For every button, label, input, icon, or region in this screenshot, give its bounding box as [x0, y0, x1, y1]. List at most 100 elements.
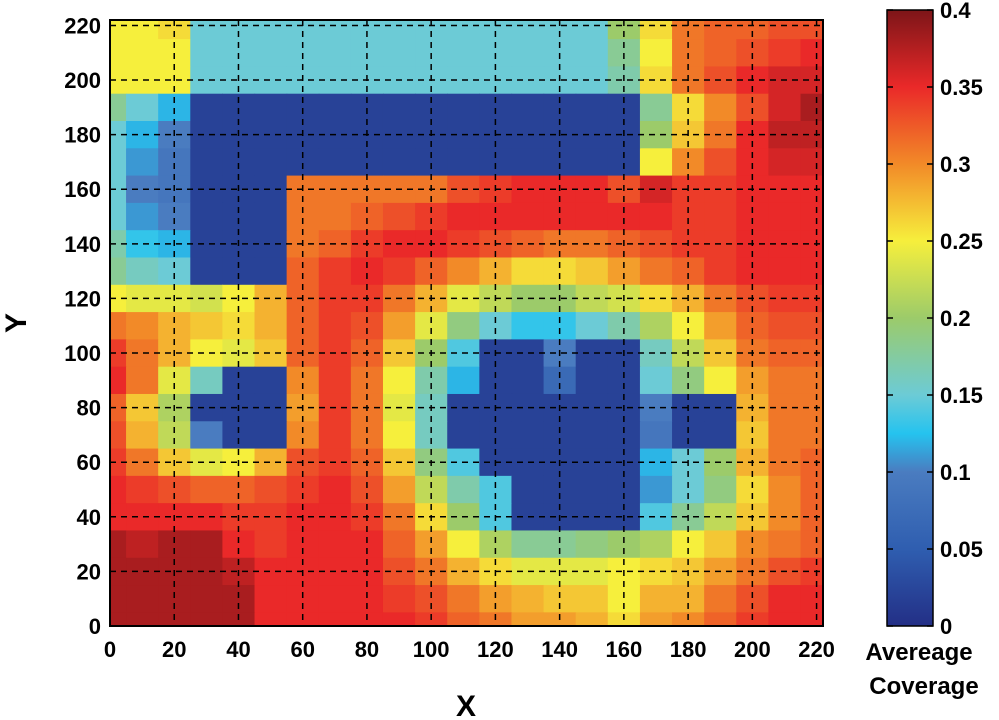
heatmap-cell — [110, 393, 127, 422]
heatmap-cell — [190, 339, 224, 368]
heatmap-cell — [704, 202, 737, 231]
y-tick-label: 200 — [64, 68, 101, 93]
heatmap-cell — [511, 66, 545, 95]
heatmap-cell — [639, 202, 673, 231]
heatmap-cell — [110, 175, 127, 204]
heatmap-cell — [543, 312, 577, 340]
heatmap-cell — [126, 20, 159, 40]
heatmap-cell — [511, 421, 545, 450]
heatmap-cell — [639, 339, 673, 368]
heatmap-cell — [543, 530, 577, 559]
heatmap-cell — [110, 284, 127, 313]
heatmap-cell — [800, 530, 823, 559]
heatmap-cell — [110, 366, 127, 395]
heatmap-cell — [190, 39, 224, 68]
heatmap-cell — [511, 175, 545, 204]
heatmap-cell — [768, 612, 802, 626]
colorbar-tick-label: 0 — [940, 614, 952, 639]
heatmap-cell — [254, 257, 288, 286]
heatmap-cell — [110, 230, 127, 259]
heatmap-cell — [736, 366, 770, 395]
heatmap-cell — [639, 448, 673, 477]
heatmap-cell — [110, 202, 127, 231]
heatmap-cell — [110, 557, 127, 586]
heatmap-cell — [158, 530, 191, 559]
heatmap-cell — [318, 612, 352, 626]
heatmap-cell — [704, 93, 737, 122]
heatmap-cell — [672, 475, 705, 504]
heatmap-cell — [222, 475, 256, 504]
heatmap-cell — [768, 312, 802, 340]
colorbar-label-line1: Avereage — [865, 639, 972, 666]
heatmap-cell — [639, 585, 673, 613]
heatmap-cell — [254, 312, 288, 340]
heatmap-cell — [382, 148, 416, 177]
heatmap-cell — [639, 93, 673, 122]
heatmap-cell — [639, 20, 673, 40]
heatmap-cell — [447, 421, 480, 450]
heatmap-cell — [382, 530, 416, 559]
heatmap-cell — [110, 585, 127, 613]
heatmap-cell — [736, 475, 770, 504]
heatmap-cell — [672, 421, 705, 450]
heatmap-cell — [382, 202, 416, 231]
heatmap-cell — [190, 503, 224, 532]
heatmap-cell — [639, 366, 673, 395]
heatmap-cell — [736, 257, 770, 286]
heatmap-cell — [800, 284, 823, 313]
y-tick-label: 140 — [64, 232, 101, 257]
heatmap-cell — [543, 257, 577, 286]
x-axis-ticks: 0 20 40 60 80 100 120 140 160 180 200 220 — [104, 637, 835, 662]
y-tick-label: 80 — [77, 396, 101, 421]
heatmap-cell — [575, 530, 609, 559]
heatmap-cell — [704, 39, 737, 68]
heatmap-cell — [575, 557, 609, 586]
colorbar-tick-label: 0.2 — [940, 306, 971, 331]
heatmap-cell — [110, 339, 127, 368]
heatmap-cell — [318, 93, 352, 122]
heatmap-cell — [447, 366, 480, 395]
heatmap-cell — [607, 366, 641, 395]
y-tick-label: 120 — [64, 286, 101, 311]
heatmap-cell — [447, 148, 480, 177]
heatmap-cell — [479, 257, 513, 286]
heatmap-cell — [254, 284, 288, 313]
heatmap-cell — [254, 175, 288, 204]
heatmap-cell — [800, 503, 823, 532]
heatmap-cell — [382, 366, 416, 395]
heatmap-cell — [190, 448, 224, 477]
colorbar-tick-label: 0.4 — [940, 0, 971, 23]
heatmap-cell — [704, 612, 737, 626]
heatmap-cell — [222, 530, 256, 559]
heatmap-cell — [126, 148, 159, 177]
heatmap-cell — [110, 312, 127, 340]
heatmap-cell — [479, 366, 513, 395]
heatmap-cell — [190, 93, 224, 122]
heatmap-cell — [415, 257, 448, 286]
heatmap-cell — [575, 230, 609, 259]
heatmap-cell — [800, 393, 823, 422]
heatmap-cell — [575, 175, 609, 204]
heatmap-cell — [254, 585, 288, 613]
heatmap-cell — [639, 66, 673, 95]
heatmap-cell — [575, 339, 609, 368]
colorbar-tick-label: 0.25 — [940, 229, 983, 254]
heatmap-cell — [447, 530, 480, 559]
heatmap-cell — [254, 20, 288, 40]
heatmap-cell — [190, 230, 224, 259]
heatmap-cell — [254, 475, 288, 504]
heatmap-cell — [639, 421, 673, 450]
heatmap-cell — [110, 503, 127, 532]
heatmap-cell — [222, 312, 256, 340]
heatmap-cell — [447, 475, 480, 504]
heatmap-cell — [110, 93, 127, 122]
heatmap-cell — [286, 257, 320, 286]
heatmap-cell — [511, 557, 545, 586]
heatmap-cell — [575, 612, 609, 626]
heatmap-cell — [382, 93, 416, 122]
heatmap-cell — [511, 503, 545, 532]
y-tick-label: 220 — [64, 13, 101, 38]
heatmap-cell — [575, 121, 609, 149]
heatmap-cell — [800, 257, 823, 286]
x-tick-label: 40 — [226, 637, 250, 662]
